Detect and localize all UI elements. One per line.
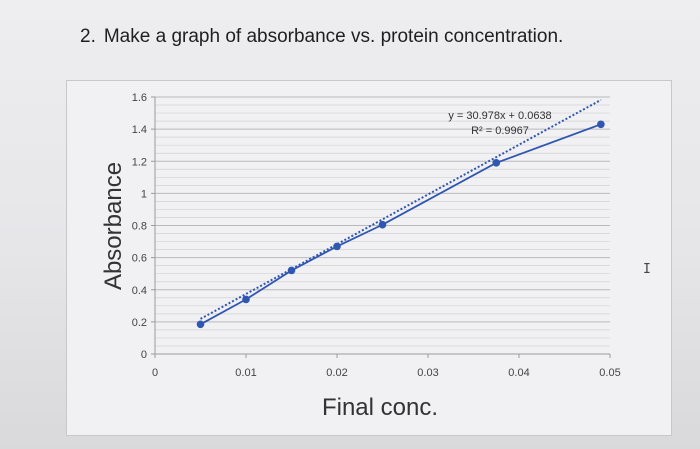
series-line: [200, 123, 602, 326]
x-tick-label: 0.01: [235, 367, 256, 379]
question-text: Make a graph of absorbance vs. protein c…: [103, 26, 564, 47]
x-tick-label: 0.05: [599, 367, 620, 379]
data-point: [333, 242, 341, 251]
y-tick-label: 0.4: [132, 285, 147, 297]
y-tick-label: 0.8: [132, 221, 147, 233]
y-tick-label: 0.2: [132, 317, 147, 329]
y-tick-label: 0.6: [132, 253, 147, 265]
gridlines: [155, 96, 610, 355]
data-point: [597, 120, 605, 129]
trendline-r-squared: R² = 0.9967: [471, 125, 529, 137]
x-tick-label: 0.02: [326, 367, 347, 379]
trendline-group: [200, 99, 602, 320]
trendline-equation: y = 30.978x + 0.0638: [448, 110, 551, 122]
data-point: [242, 295, 250, 304]
x-tick-label: 0.04: [508, 367, 529, 379]
data-point: [492, 159, 501, 167]
y-tick-label: 1.6: [132, 92, 147, 104]
x-axis-label: Final conc.: [322, 394, 438, 421]
y-tick-label: 1.2: [132, 156, 147, 168]
data-point: [287, 266, 296, 275]
x-tick-label: 0: [152, 367, 158, 379]
data-series: [196, 120, 605, 329]
y-axis-label: Absorbance: [100, 162, 127, 290]
text-cursor-icon: I: [643, 262, 651, 277]
question-number: 2.: [80, 26, 96, 47]
data-point: [378, 220, 387, 229]
trendline: [200, 99, 602, 320]
y-tick-label: 0: [141, 349, 147, 361]
axes: [151, 96, 611, 358]
y-tick-labels: 0 0.2 0.4 0.6 0.8 1 1.2 1.4 1.6: [132, 92, 147, 361]
x-tick-labels: 0 0.01 0.02 0.03 0.04 0.05: [152, 367, 621, 379]
data-point: [196, 320, 205, 329]
x-tick-label: 0.03: [417, 367, 438, 379]
y-tick-label: 1: [141, 188, 147, 200]
y-tick-label: 1.4: [132, 124, 147, 136]
question-prompt: 2. Make a graph of absorbance vs. protein…: [80, 26, 563, 48]
